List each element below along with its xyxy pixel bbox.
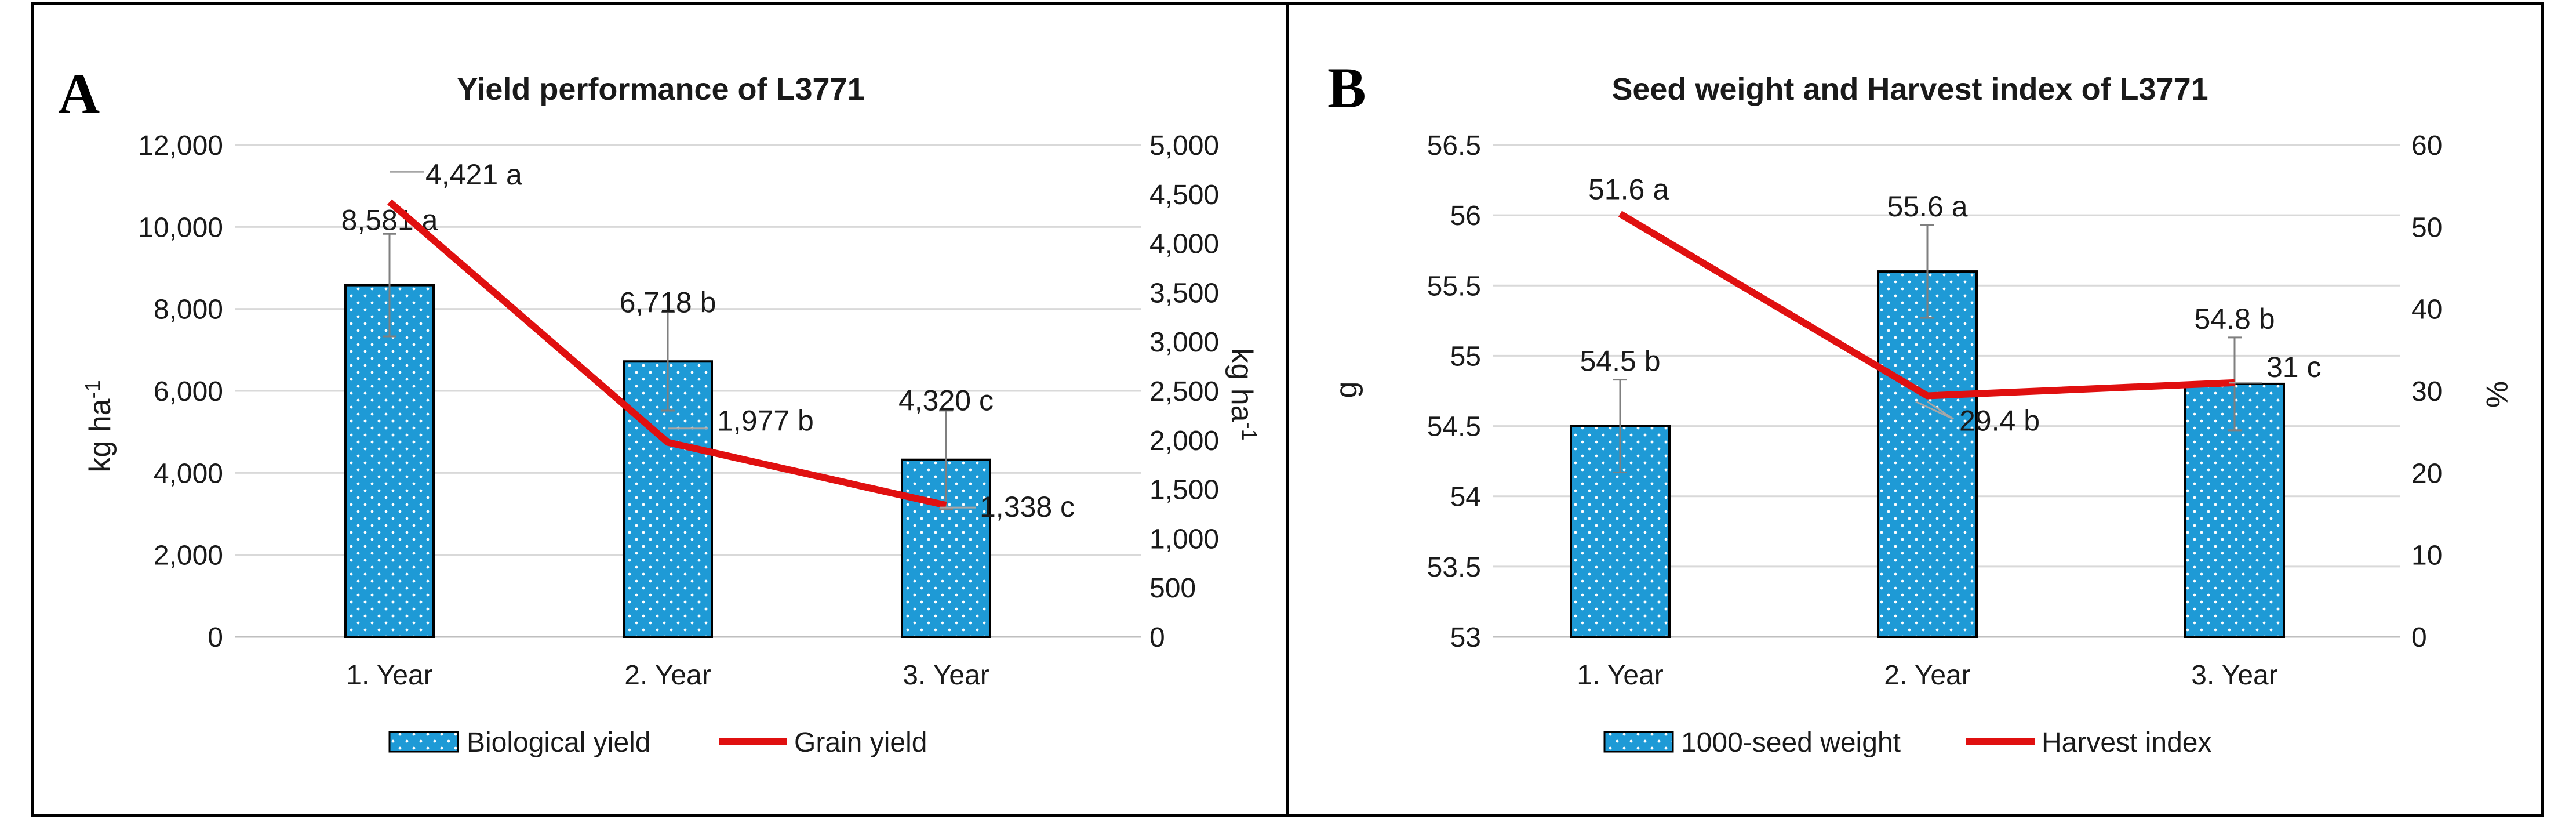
right-tick-label: 4,000: [1149, 229, 1219, 260]
right-tick-label: 60: [2411, 130, 2442, 161]
left-tick-label: 2,000: [154, 541, 223, 571]
panel-a-legend: Biological yield Grain yield: [388, 727, 927, 758]
left-tick-label: 56: [1450, 201, 1481, 231]
line-series-grain: [1618, 211, 2235, 400]
x-tick-label: 3. Year: [2191, 660, 2278, 691]
right-tick-label: 20: [2411, 458, 2442, 489]
label-leader-line: [1915, 401, 1954, 420]
bar-data-label: 54.8 b: [2194, 303, 2275, 335]
right-tick-label: 40: [2411, 295, 2442, 325]
panel-b-legend: 1000-seed weight Harvest index: [1603, 727, 2211, 758]
left-tick-label: 8,000: [154, 295, 223, 325]
legend-label-1000-seed-weight: 1000-seed weight: [1681, 727, 1901, 758]
left-tick-label: 55: [1450, 341, 1481, 372]
line-data-label: 4,421 a: [425, 158, 522, 191]
panel-b-chart: 53 53.5 54 54.5 55 55.5 56 56.5 0 10 20 30 40 50 60 1. …: [1427, 130, 2443, 691]
left-tick-label: 53.5: [1427, 552, 1481, 583]
right-tick-label: 0: [1149, 622, 1165, 653]
bar-data-label: 55.6 a: [1887, 190, 1967, 223]
left-tick-label: 54.5: [1427, 412, 1481, 443]
right-tick-label: 0: [2411, 622, 2427, 653]
line-data-label: 51.6 a: [1588, 173, 1669, 206]
right-tick-label: 1,500: [1149, 475, 1219, 506]
panel-a-letter: A: [58, 61, 100, 126]
bar: [1877, 270, 1978, 638]
panel-a-left-axis-label: kg ha-1: [81, 380, 117, 472]
x-tick-label: 1. Year: [1577, 660, 1664, 691]
left-tick-label: 12,000: [138, 130, 223, 161]
right-tick-label: 10: [2411, 541, 2442, 571]
panel-a-right-axis-label: kg ha-1: [1225, 348, 1261, 440]
bar-data-label: 6,718 b: [620, 286, 716, 318]
line-data-label: 31 c: [2266, 351, 2322, 383]
bar-data-label: 4,320 c: [898, 385, 994, 417]
bar: [344, 284, 435, 639]
panel-a: A Yield performance of L3771 kg ha-1 kg …: [58, 61, 1261, 758]
legend-label-harvest-index: Harvest index: [2042, 727, 2211, 758]
x-tick-label: 1. Year: [346, 660, 433, 691]
right-tick-label: 30: [2411, 376, 2442, 407]
right-tick-label: 3,000: [1149, 327, 1219, 358]
panel-b: B Seed weight and Harvest index of L3771…: [1327, 56, 2513, 758]
left-tick-label: 53: [1450, 622, 1481, 653]
legend-swatch-1000-seed-weight: [1603, 731, 1674, 753]
right-tick-label: 500: [1149, 573, 1196, 604]
legend-swatch-biological-yield: [388, 731, 459, 753]
x-tick-label: 2. Year: [624, 660, 711, 691]
left-tick-label: 55.5: [1427, 271, 1481, 302]
left-tick-label: 0: [208, 622, 223, 653]
right-tick-label: 4,500: [1149, 180, 1219, 211]
right-tick-label: 1,000: [1149, 524, 1219, 554]
legend-label-biological-yield: Biological yield: [467, 727, 651, 758]
panel-b-right-axis-label: %: [2480, 381, 2513, 408]
panel-b-left-axis-label: g: [1330, 382, 1363, 398]
x-tick-label: 3. Year: [903, 660, 989, 691]
panel-b-title: Seed weight and Harvest index of L3771: [1611, 72, 2208, 107]
legend-label-grain-yield: Grain yield: [794, 727, 927, 758]
right-tick-label: 50: [2411, 212, 2442, 243]
line-data-label: 1,338 c: [980, 491, 1075, 523]
left-tick-label: 54: [1450, 482, 1481, 513]
left-tick-label: 10,000: [138, 212, 223, 243]
bar-data-label: 54.5 b: [1580, 345, 1660, 378]
right-tick-label: 3,500: [1149, 278, 1219, 309]
panel-b-letter: B: [1327, 56, 1366, 120]
left-tick-label: 6,000: [154, 376, 223, 407]
line-series-grain: [387, 199, 947, 509]
line-data-label: 29.4 b: [1959, 404, 2040, 437]
right-tick-label: 2,500: [1149, 376, 1219, 407]
right-tick-label: 5,000: [1149, 130, 1219, 161]
panel-a-chart: 0 2,000 4,000 6,000 8,000 10,000 12,000 0 500 1,0…: [138, 130, 1219, 691]
left-tick-label: 56.5: [1427, 130, 1481, 161]
panel-a-title: Yield performance of L3771: [457, 72, 864, 107]
line-data-label: 1,977 b: [717, 405, 814, 437]
panel-b-frame: [1286, 2, 2544, 817]
right-tick-label: 2,000: [1149, 426, 1219, 456]
left-tick-label: 4,000: [154, 458, 223, 489]
x-tick-label: 2. Year: [1884, 660, 1971, 691]
